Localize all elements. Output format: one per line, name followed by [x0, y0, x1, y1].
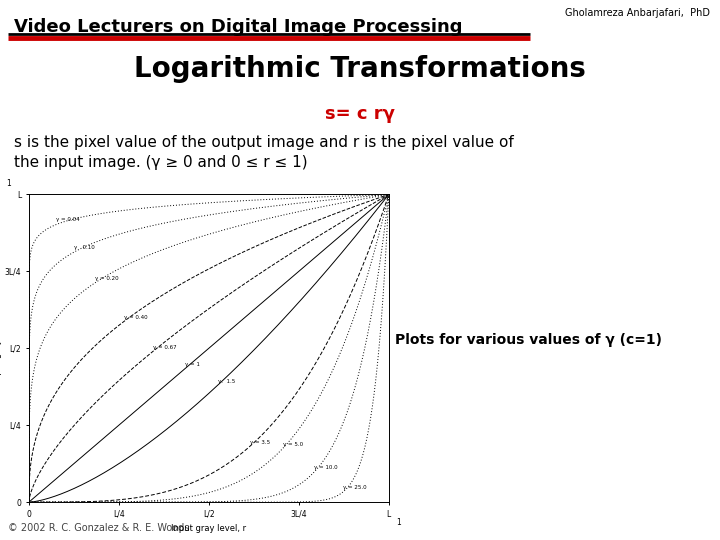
Text: Video Lecturers on Digital Image Processing: Video Lecturers on Digital Image Process… [14, 18, 462, 36]
Text: Gholamreza Anbarjafari,  PhD: Gholamreza Anbarjafari, PhD [565, 8, 710, 18]
Text: γ = 5.0: γ = 5.0 [282, 442, 302, 448]
X-axis label: Input gray level, r: Input gray level, r [171, 524, 246, 534]
Text: s= c rγ: s= c rγ [325, 105, 395, 123]
Text: Logarithmic Transformations: Logarithmic Transformations [134, 55, 586, 83]
Text: γ = 0.04: γ = 0.04 [56, 218, 79, 222]
Y-axis label: Output grey level, s: Output grey level, s [0, 307, 1, 390]
Text: γ = 10.0: γ = 10.0 [315, 465, 338, 470]
Text: Plots for various values of γ (c=1): Plots for various values of γ (c=1) [395, 333, 662, 347]
Text: 1: 1 [396, 517, 401, 526]
Text: γ = 25.0: γ = 25.0 [343, 485, 366, 490]
Text: γ   0.10: γ 0.10 [73, 245, 94, 250]
Text: γ = 3.5: γ = 3.5 [251, 440, 270, 444]
Text: the input image. (γ ≥ 0 and 0 ≤ r ≤ 1): the input image. (γ ≥ 0 and 0 ≤ r ≤ 1) [14, 155, 307, 170]
Text: s is the pixel value of the output image and r is the pixel value of: s is the pixel value of the output image… [14, 135, 514, 150]
Text: © 2002 R. C. Gonzalez & R. E. Woods: © 2002 R. C. Gonzalez & R. E. Woods [8, 523, 189, 533]
Text: γ = 0.67: γ = 0.67 [153, 345, 176, 350]
Text: γ = 0.20: γ = 0.20 [95, 276, 119, 281]
Text: γ = 1: γ = 1 [186, 362, 200, 367]
Text: 1: 1 [6, 179, 11, 188]
Text: γ = 0.40: γ = 0.40 [125, 314, 148, 320]
Text: γ.  1.5: γ. 1.5 [218, 379, 235, 384]
